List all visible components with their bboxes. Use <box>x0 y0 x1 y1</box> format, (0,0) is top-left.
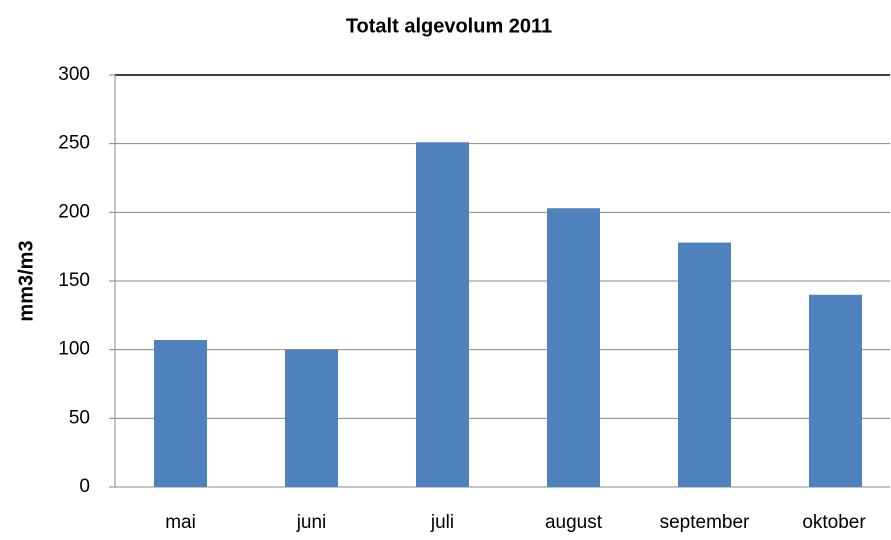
bar <box>285 349 338 487</box>
bar <box>678 242 731 487</box>
y-tick-label: 200 <box>58 201 90 222</box>
y-tick-label: 50 <box>69 407 90 428</box>
bar <box>416 142 469 487</box>
y-axis-label: mm3/m3 <box>15 240 37 321</box>
y-tick-label: 100 <box>58 339 90 360</box>
x-tick-label: august <box>545 512 603 533</box>
y-tick-label: 0 <box>79 476 90 497</box>
x-tick-label: juni <box>296 512 327 533</box>
x-tick-label: oktober <box>802 512 866 533</box>
chart-title: Totalt algevolum 2011 <box>346 15 552 37</box>
x-tick-label: mai <box>165 512 196 533</box>
y-tick-label: 150 <box>58 270 90 291</box>
x-tick-label: juli <box>430 512 454 533</box>
x-tick-label: september <box>660 512 750 533</box>
y-tick-label: 300 <box>58 64 90 85</box>
y-tick-label: 250 <box>58 133 90 154</box>
bar <box>547 208 600 488</box>
bar <box>809 294 862 487</box>
bar <box>154 340 207 487</box>
